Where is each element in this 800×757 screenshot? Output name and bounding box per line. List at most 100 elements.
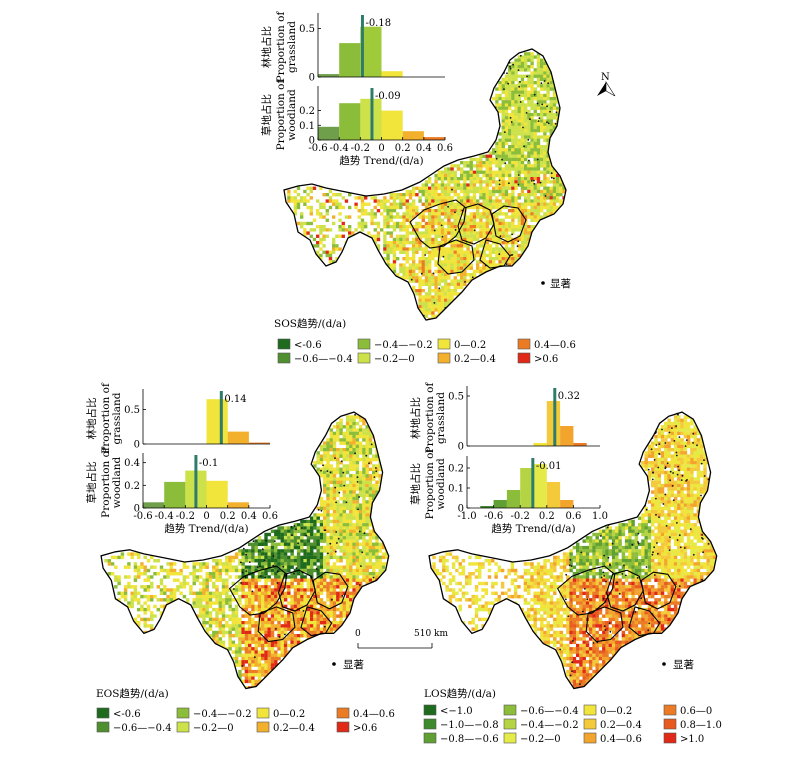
map-pixel xyxy=(495,237,499,242)
map-pixel xyxy=(296,637,301,641)
map-pixel xyxy=(283,565,288,569)
map-pixel xyxy=(530,218,534,222)
map-pixel xyxy=(365,555,369,560)
map-pixel xyxy=(447,205,451,210)
map-pixel xyxy=(536,77,541,82)
map-pixel xyxy=(501,202,505,206)
map-pixel xyxy=(313,591,317,596)
map-pixel xyxy=(415,276,419,280)
map-pixel xyxy=(277,653,281,658)
map-pixel xyxy=(368,441,373,445)
map-pixel xyxy=(202,565,206,569)
map-pixel xyxy=(244,565,249,569)
map-pixel xyxy=(349,441,353,445)
map-pixel xyxy=(323,575,327,579)
map-pixel xyxy=(280,542,285,547)
map-pixel xyxy=(215,598,219,602)
map-pixel xyxy=(329,627,334,631)
map-pixel xyxy=(498,263,502,267)
map-pixel xyxy=(345,552,350,556)
map-pixel xyxy=(693,438,697,442)
map-pixel xyxy=(283,526,288,530)
map-pixel xyxy=(479,196,483,200)
map-pixel xyxy=(277,568,281,573)
map-pixel xyxy=(319,529,324,534)
map-pixel xyxy=(140,572,144,576)
map-pixel xyxy=(431,308,435,312)
map-pixel xyxy=(326,496,330,501)
map-pixel xyxy=(254,565,258,569)
map-pixel xyxy=(386,205,390,210)
map-pixel xyxy=(345,438,350,442)
sig-dot xyxy=(272,555,275,557)
map-pixel xyxy=(212,585,216,589)
map-pixel xyxy=(508,183,512,187)
map-pixel xyxy=(375,457,379,462)
map-pixel xyxy=(549,167,553,171)
map-pixel xyxy=(479,180,483,184)
map-pixel xyxy=(290,601,294,605)
los-map-raster xyxy=(432,415,717,689)
map-pixel xyxy=(536,113,541,117)
map-pixel xyxy=(336,568,340,573)
map-pixel xyxy=(476,231,480,235)
map-pixel xyxy=(270,611,275,615)
map-pixel xyxy=(540,116,544,120)
map-pixel xyxy=(159,591,164,596)
map-pixel xyxy=(495,196,499,200)
map-pixel xyxy=(533,186,537,190)
map-pixel xyxy=(514,113,518,117)
map-pixel xyxy=(202,598,206,602)
map-pixel xyxy=(368,480,373,485)
map-pixel xyxy=(381,545,386,550)
map-pixel xyxy=(248,673,252,677)
map-pixel xyxy=(440,186,445,190)
map-pixel xyxy=(540,129,544,133)
map-pixel xyxy=(270,617,275,622)
map-pixel xyxy=(264,614,268,618)
map-pixel xyxy=(215,585,219,589)
map-pixel xyxy=(466,279,470,283)
map-pixel xyxy=(336,500,340,504)
map-pixel xyxy=(283,598,288,602)
map-pixel xyxy=(453,189,457,194)
map-pixel xyxy=(137,591,141,596)
map-pixel xyxy=(479,154,483,158)
map-pixel xyxy=(549,77,553,82)
map-pixel xyxy=(365,585,369,589)
map-pixel xyxy=(472,193,477,197)
map-pixel xyxy=(517,237,521,242)
map-pixel xyxy=(373,237,377,242)
map-pixel xyxy=(498,132,502,136)
map-pixel xyxy=(355,454,360,458)
map-pixel xyxy=(527,97,531,101)
map-pixel xyxy=(261,598,265,602)
map-pixel xyxy=(244,585,249,589)
map-pixel xyxy=(332,477,337,481)
map-pixel xyxy=(296,614,301,618)
map-pixel xyxy=(447,189,451,194)
map-pixel xyxy=(463,189,467,194)
map-pixel xyxy=(254,591,258,596)
map-pixel xyxy=(690,467,694,472)
map-pixel xyxy=(368,500,373,504)
map-pixel xyxy=(316,539,320,543)
map-pixel xyxy=(365,519,369,524)
map-pixel xyxy=(421,279,425,283)
map-pixel xyxy=(257,611,262,615)
map-pixel xyxy=(212,568,216,573)
map-pixel xyxy=(251,594,255,599)
map-pixel xyxy=(517,100,521,104)
map-pixel xyxy=(205,585,209,589)
map-pixel xyxy=(492,97,496,101)
map-pixel xyxy=(357,209,361,213)
map-pixel xyxy=(316,617,320,622)
map-pixel xyxy=(342,438,347,442)
map-pixel xyxy=(349,604,353,609)
map-pixel xyxy=(405,215,409,219)
map-pixel xyxy=(254,624,258,628)
map-pixel xyxy=(444,257,448,261)
map-pixel xyxy=(316,621,320,625)
map-pixel xyxy=(447,225,451,229)
map-pixel xyxy=(293,604,298,609)
